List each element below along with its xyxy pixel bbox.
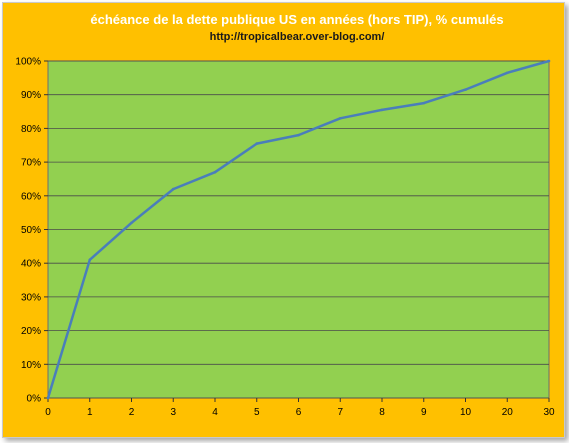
x-tick-label: 9: [421, 407, 427, 418]
y-tick-label: 20%: [21, 326, 41, 337]
data-point: [46, 396, 50, 400]
data-point: [213, 170, 217, 174]
y-tick-label: 50%: [21, 225, 41, 236]
x-tick-label: 1: [87, 407, 93, 418]
y-tick-label: 30%: [21, 292, 41, 303]
data-point: [88, 258, 92, 262]
data-point: [171, 187, 175, 191]
y-tick-label: 90%: [21, 90, 41, 101]
series-group: [46, 59, 551, 400]
y-tick-label: 80%: [21, 124, 41, 135]
x-tick-label: 6: [296, 407, 302, 418]
data-point: [422, 101, 426, 105]
data-point: [297, 133, 300, 137]
data-point: [380, 108, 384, 112]
data-point: [338, 116, 342, 120]
chart-subtitle: http://tropicalbear.over-blog.com/: [210, 31, 385, 43]
y-tick-label: 70%: [21, 158, 41, 169]
data-point: [255, 142, 259, 145]
y-tick-label: 10%: [21, 360, 41, 371]
x-tick-label: 10: [460, 407, 472, 418]
y-axis-ticks: 0% 10% 20% 30% 40% 50% 60% 70% 80% 90% 100%: [15, 57, 48, 405]
y-tick-label: 60%: [21, 191, 41, 202]
x-tick-label: 7: [337, 407, 343, 418]
x-tick-label: 3: [170, 407, 176, 418]
line-chart: échéance de la dette publique US en anné…: [15, 12, 555, 418]
y-tick-label: 40%: [21, 259, 41, 270]
y-tick-label: 0%: [27, 394, 42, 405]
data-point: [464, 88, 467, 91]
x-tick-label: 5: [254, 407, 260, 418]
data-point: [130, 221, 133, 225]
y-tick-label: 100%: [15, 57, 41, 68]
x-tick-label: 2: [129, 407, 135, 418]
x-axis-ticks: 0 1 2 3 4 5 6 7 8 9 10 20 30: [45, 398, 555, 418]
x-tick-label: 30: [543, 407, 555, 418]
x-tick-label: 4: [212, 407, 218, 418]
chart-frame: échéance de la dette publique US en anné…: [2, 2, 565, 438]
x-tick-label: 0: [45, 407, 51, 418]
x-tick-label: 20: [502, 407, 514, 418]
data-point: [547, 59, 551, 63]
chart-title: échéance de la dette publique US en anné…: [90, 12, 503, 27]
x-tick-label: 8: [379, 407, 385, 418]
data-point: [505, 71, 509, 75]
